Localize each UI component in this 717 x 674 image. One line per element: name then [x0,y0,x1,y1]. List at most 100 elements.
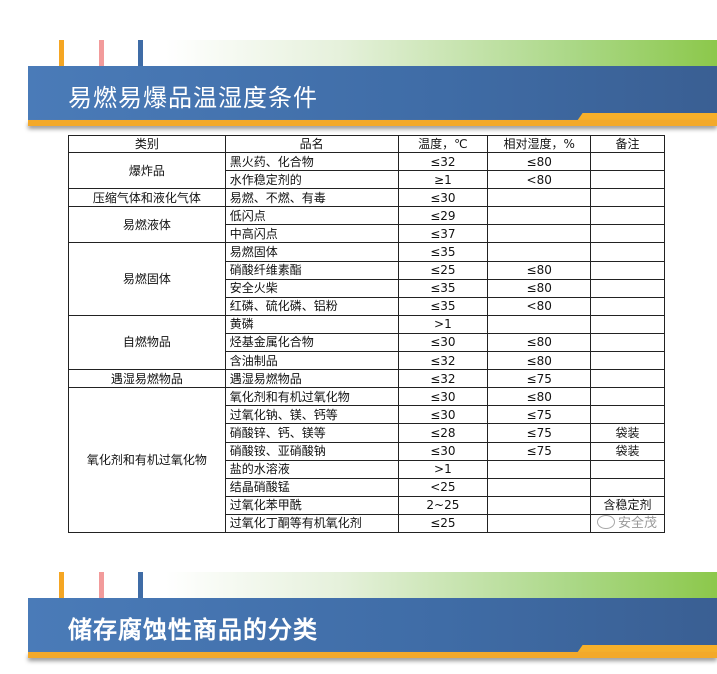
remark-cell [590,314,665,334]
category-cell: 压缩气体和液化气体 [68,188,226,208]
column-header: 备注 [590,135,665,153]
name-cell: 红磷、硫化磷、铝粉 [224,296,399,316]
table-row: 烃基金属化合物 ≤30 ≤80 [69,332,665,353]
remark-cell [590,387,665,407]
humidity-cell: <80 [487,296,592,316]
name-cell: 过氧化钠、镁、钙等 [224,405,399,425]
name-cell: 遇湿易燃物品 [224,369,399,389]
title-banner-2: 储存腐蚀性商品的分类 [0,572,717,667]
temperature-cell: ≤30 [397,188,489,208]
wedge [577,645,717,653]
category-cell: 自燃物品 [68,314,226,371]
table-row: 过氧化丁酮等有机氧化剂 ≤25 [69,513,665,533]
table-row: 易燃固体 易燃固体 ≤35 [68,242,665,316]
column-header: 类别 [68,135,226,153]
humidity-cell [487,224,592,244]
watermark-text: 安全茂 [618,516,658,531]
temperature-cell: >1 [397,314,489,334]
temperature-cell: ≤35 [397,242,489,262]
temperature-cell: ≤30 [397,441,489,461]
name-cell: 低闪点 [224,206,399,226]
temperature-cell: ≤30 [397,387,489,407]
temperature-cell: ≤30 [397,332,489,353]
temperature-cell: ≤29 [397,206,489,226]
table-row: 含油制品 ≤32 ≤80 [69,351,665,371]
name-cell: 硝酸纤维素酯 [224,260,399,280]
orange-line [28,120,717,126]
humidity-cell: ≤80 [487,151,592,172]
column-header: 温度，℃ [397,135,489,153]
table-row: 硝酸纤维素酯 ≤25 ≤80 [69,260,665,280]
category-cell: 遇湿易燃物品 [68,369,226,389]
remark-cell [590,260,665,280]
column-header: 相对湿度，% [487,135,592,153]
temperature-cell: ≤30 [397,405,489,425]
table-row: 过氧化苯甲酰 2~25 含稳定剂 [69,495,665,515]
stripe [59,572,64,598]
temperature-cell: >1 [397,459,489,479]
remark-cell [590,206,665,226]
remark-cell [590,405,665,425]
temperature-cell: ≥1 [397,170,489,190]
humidity-cell: ≤80 [487,332,592,353]
name-cell: 氧化剂和有机过氧化物 [224,387,399,407]
stripe [59,40,64,66]
name-cell: 黄磷 [224,314,399,334]
remark-cell [590,369,665,389]
remark-cell: 袋装 [590,441,665,461]
name-cell: 含油制品 [224,351,399,371]
title-band: 易燃易爆品温湿度条件 [28,66,717,120]
name-cell: 烃基金属化合物 [224,332,399,353]
humidity-cell: ≤75 [487,405,592,425]
slide-title: 易燃易爆品温湿度条件 [68,84,318,112]
table-row: 遇湿易燃物品 遇湿易燃物品 ≤32 ≤75 [68,369,665,389]
humidity-cell [487,314,592,334]
temperature-cell: ≤25 [397,260,489,280]
name-cell: 安全火柴 [224,278,399,298]
table-row: 氧化剂和有机过氧化物 氧化剂和有机过氧化物 ≤30 ≤80 [68,387,665,533]
table-row: 爆炸品 黑火药、化合物 ≤32 ≤80 [68,151,665,190]
category-cell: 易燃液体 [68,206,226,244]
decorative-stripes [28,572,717,598]
humidity-cell [487,477,592,497]
slide-title-2: 储存腐蚀性商品的分类 [68,616,318,644]
temperature-cell: ≤32 [397,369,489,389]
humidity-cell [487,188,592,208]
table-row: 硝酸铵、亚硝酸钠 ≤30 ≤75 袋装 [69,441,665,461]
name-cell: 水作稳定剂的 [224,170,399,190]
temperature-cell: 2~25 [397,495,489,515]
temperature-cell: ≤25 [397,513,489,533]
humidity-cell: ≤80 [487,387,592,407]
humidity-cell [487,242,592,262]
name-cell: 盐的水溶液 [224,459,399,479]
remark-cell: 含稳定剂 [590,495,665,515]
wechat-icon [597,514,615,529]
table-row: 自燃物品 黄磷 >1 [68,314,665,371]
humidity-cell: ≤75 [487,369,592,389]
humidity-cell: ≤80 [487,351,592,371]
table-row: 硝酸锌、钙、镁等 ≤28 ≤75 袋装 [69,423,665,443]
stripe [99,572,104,598]
name-cell: 易燃固体 [224,242,399,262]
remark-cell [590,188,665,208]
temperature-cell: ≤35 [397,278,489,298]
temperature-cell: ≤35 [397,296,489,316]
decorative-stripes [28,40,717,66]
wedge [577,113,717,121]
temperature-cell: ≤28 [397,423,489,443]
name-cell: 黑火药、化合物 [224,151,399,172]
humidity-cell: ≤80 [487,278,592,298]
remark-cell [590,332,665,353]
orange-line [28,652,717,658]
humidity-cell: <80 [487,170,592,190]
humidity-cell [487,206,592,226]
name-cell: 易燃、不燃、有毒 [224,188,399,208]
name-cell: 硝酸锌、钙、镁等 [224,423,399,443]
watermark: 安全茂 [597,512,657,531]
remark-cell [590,278,665,298]
name-cell: 过氧化苯甲酰 [224,495,399,515]
table-row: 易燃液体 低闪点 ≤29 [68,206,665,244]
category-cell: 氧化剂和有机过氧化物 [68,387,226,533]
remark-cell [590,224,665,244]
conditions-table: 类别 品名 温度，℃ 相对湿度，% 备注 爆炸品 黑火药、化合物 ≤32 ≤80 水作稳定剂的 ≥… [68,135,665,533]
